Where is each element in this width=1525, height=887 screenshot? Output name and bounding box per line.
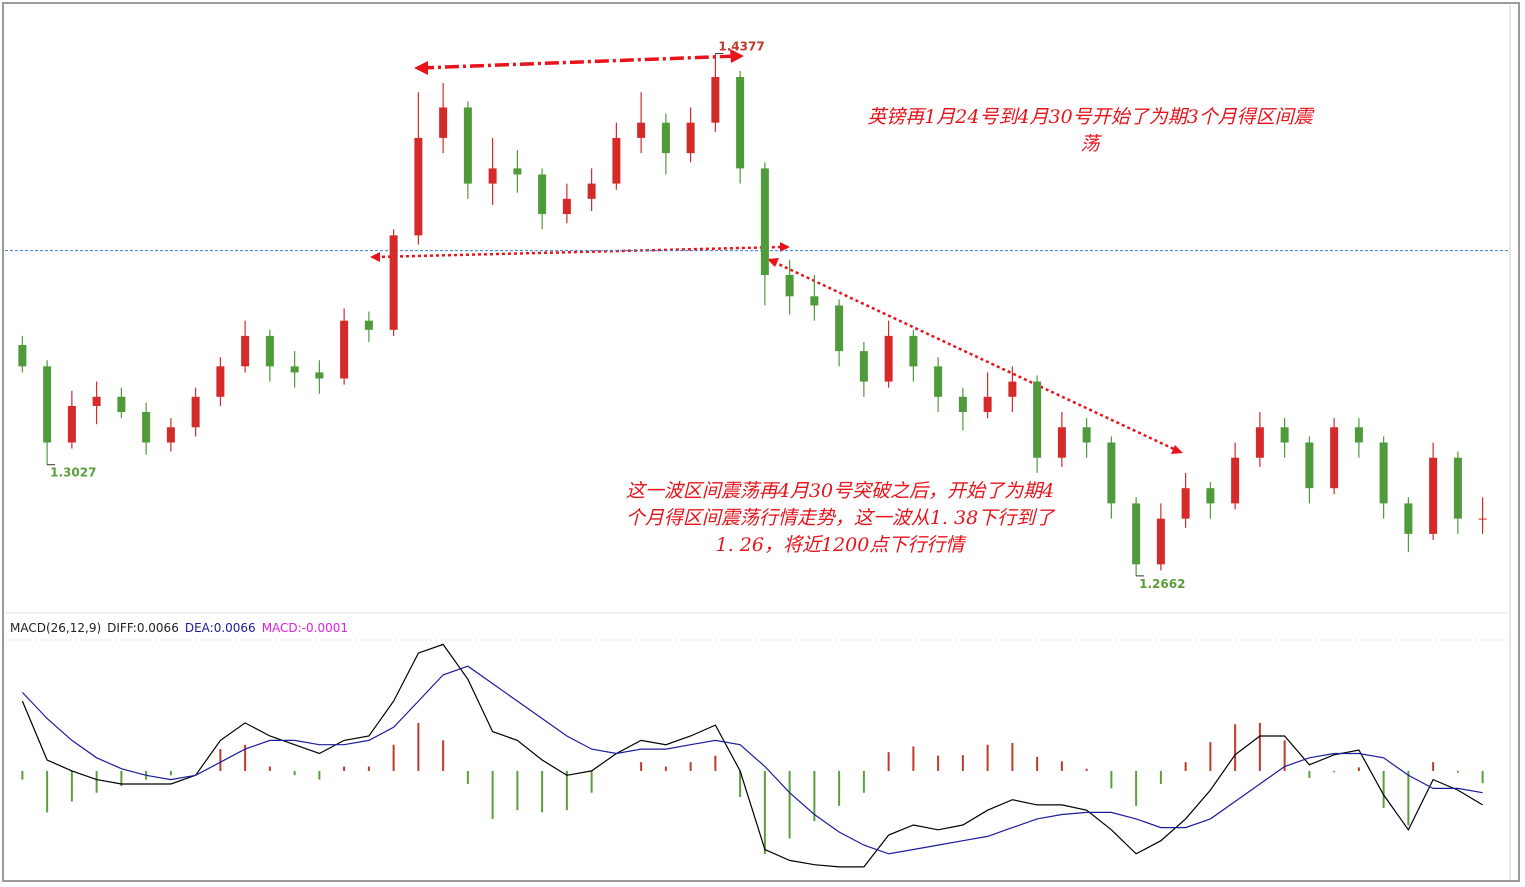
candle-body	[538, 174, 547, 215]
candle-body	[1280, 427, 1289, 443]
candle-body	[1082, 427, 1091, 443]
price-label: 1.4377	[718, 40, 764, 54]
candle-body	[661, 122, 670, 154]
candle-body	[1008, 381, 1017, 397]
candle-body	[166, 427, 175, 443]
candle-body	[909, 335, 918, 367]
candle-body	[1156, 518, 1165, 565]
candle-body	[1181, 488, 1190, 519]
price-label: 1.2662	[1139, 577, 1185, 591]
candle-body	[1379, 442, 1388, 504]
candle-body	[1057, 427, 1066, 458]
candle-body	[290, 366, 299, 373]
candle-body	[736, 77, 745, 169]
candle-body	[389, 235, 398, 330]
candle-body	[1478, 518, 1487, 520]
macd-header-item: DIFF:0.0066	[107, 621, 179, 635]
candle-body	[760, 168, 769, 275]
candle-body	[1206, 488, 1215, 504]
candle-body	[562, 198, 571, 215]
macd-line	[21, 643, 1483, 868]
candle-body	[1453, 457, 1462, 519]
arrow-line	[375, 245, 783, 259]
candle-body	[711, 77, 720, 123]
arrow-line	[419, 54, 739, 70]
macd-line	[21, 665, 1483, 855]
candle-body	[835, 305, 844, 352]
candle-body	[315, 372, 324, 379]
candle-body	[340, 320, 349, 379]
candle-body	[612, 137, 621, 184]
candle-body	[216, 366, 225, 397]
candle-body	[1255, 427, 1264, 458]
candle-body	[265, 335, 274, 367]
candle-body	[439, 107, 448, 138]
candle-body	[1033, 381, 1042, 458]
candle-body	[117, 396, 126, 413]
candle-body	[241, 335, 250, 367]
candle-body	[810, 296, 819, 306]
candle-body	[414, 137, 423, 236]
macd-header: MACD(26,12,9) DIFF:0.0066 DEA:0.0066 MACD:-…	[10, 621, 348, 635]
price-label: 1.3027	[50, 466, 96, 480]
macd-header-item: MACD:-0.0001	[262, 621, 348, 635]
candle-body	[587, 183, 596, 199]
macd-header-item: DEA:0.0066	[185, 621, 256, 635]
candle-body	[43, 366, 52, 443]
candle-body	[364, 320, 373, 330]
arrowhead	[1171, 445, 1183, 454]
candle-body	[1330, 427, 1339, 489]
candle-body	[1354, 427, 1363, 443]
arrow-line	[773, 260, 1177, 452]
arrowhead	[370, 252, 380, 262]
annotation: 英镑再1月24号到4月30号开始了为期3个月得区间震荡	[867, 106, 1313, 155]
candle-body	[983, 396, 992, 413]
candle-body	[1305, 442, 1314, 489]
candle-body	[1231, 457, 1240, 504]
candle-body	[191, 396, 200, 428]
candle-body	[1107, 442, 1116, 504]
candle-body	[1429, 457, 1438, 534]
candle-body	[1404, 503, 1413, 534]
candle-body	[637, 122, 646, 138]
candle-body	[884, 335, 893, 382]
candle-body	[934, 366, 943, 397]
arrows	[370, 49, 1183, 454]
candle-body	[463, 107, 472, 184]
arrowhead	[730, 49, 744, 63]
candle-body	[488, 168, 497, 184]
candle-body	[67, 405, 76, 443]
arrowhead	[767, 258, 779, 267]
candle-body	[785, 274, 794, 297]
candle-body	[513, 168, 522, 175]
annotation: 这一波区间震荡再4月30号突破之后，开始了为期4个月得区间震荡行情走势，这一波从…	[625, 480, 1055, 556]
candle-body	[92, 396, 101, 406]
candle-body	[142, 412, 151, 443]
candle-body	[859, 351, 868, 382]
candle-body	[958, 396, 967, 413]
arrowhead	[780, 242, 790, 252]
candle-body	[686, 122, 695, 154]
macd-header-item: MACD(26,12,9)	[10, 621, 101, 635]
arrowhead	[414, 61, 428, 75]
candle-body	[18, 345, 27, 367]
candle-body	[1132, 503, 1141, 565]
